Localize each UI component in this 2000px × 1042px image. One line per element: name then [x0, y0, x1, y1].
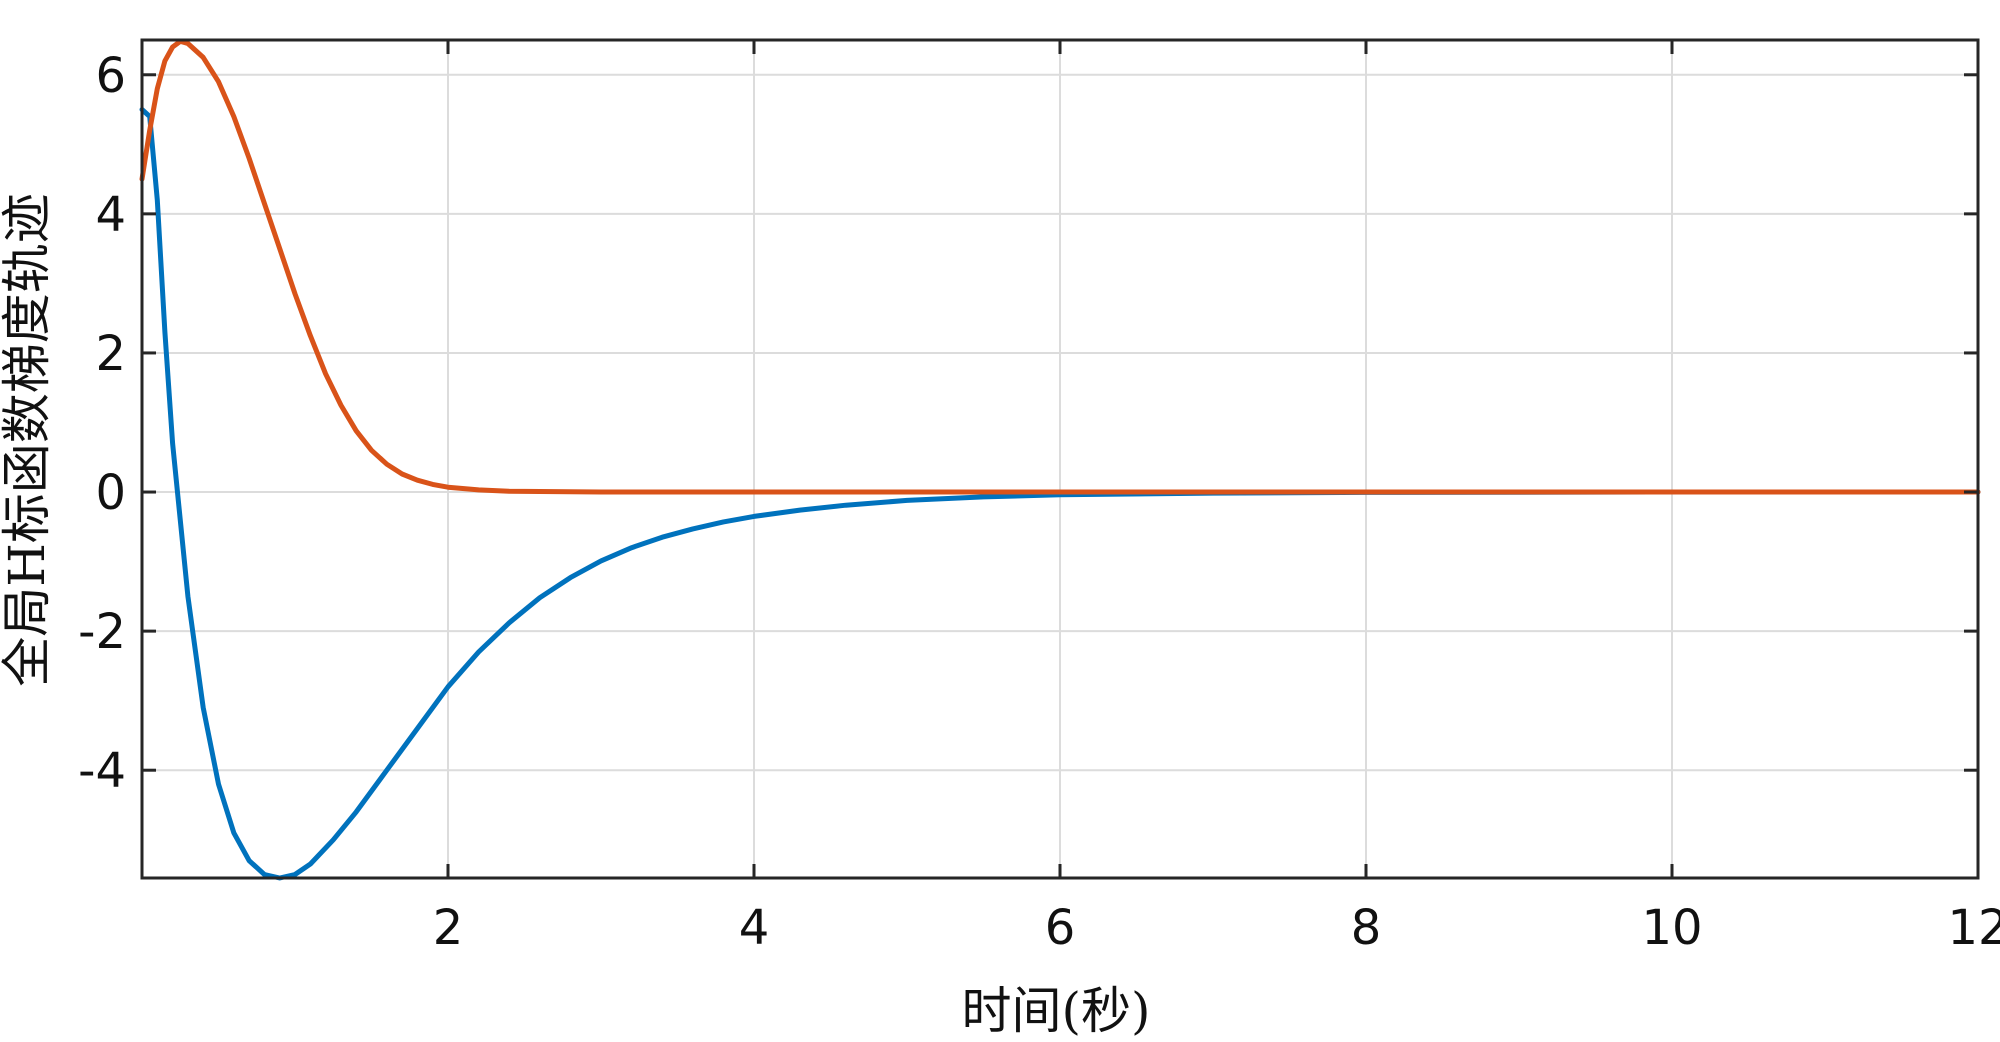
y-tick-label: 2	[95, 326, 126, 382]
series-layer	[139, 38, 1981, 881]
y-tick-label: 4	[95, 187, 126, 243]
y-tick-label: 0	[95, 465, 126, 521]
grid	[142, 40, 1979, 878]
x-tick-label: 8	[1351, 900, 1382, 956]
y-tick-label: -2	[78, 604, 126, 660]
series-line-2	[139, 38, 1981, 495]
axes	[140, 38, 1980, 880]
x-tick-label: 10	[1641, 900, 1702, 956]
x-axis-title: 时间(秒)	[961, 982, 1150, 1040]
x-tick-label: 6	[1045, 900, 1076, 956]
series-line-1	[139, 107, 1981, 881]
y-tick-label: -4	[78, 743, 126, 799]
x-tick-label: 4	[739, 900, 770, 956]
y-tick-label: 6	[95, 48, 126, 104]
y-axis-title: 全局H标函数梯度轨迹	[0, 193, 56, 687]
x-tick-label: 12	[1947, 900, 2000, 956]
tick-labels: 2 4 6 8 10 12 -4 -2 0 2 4 6	[78, 48, 2000, 956]
x-tick-label: 2	[433, 900, 464, 956]
